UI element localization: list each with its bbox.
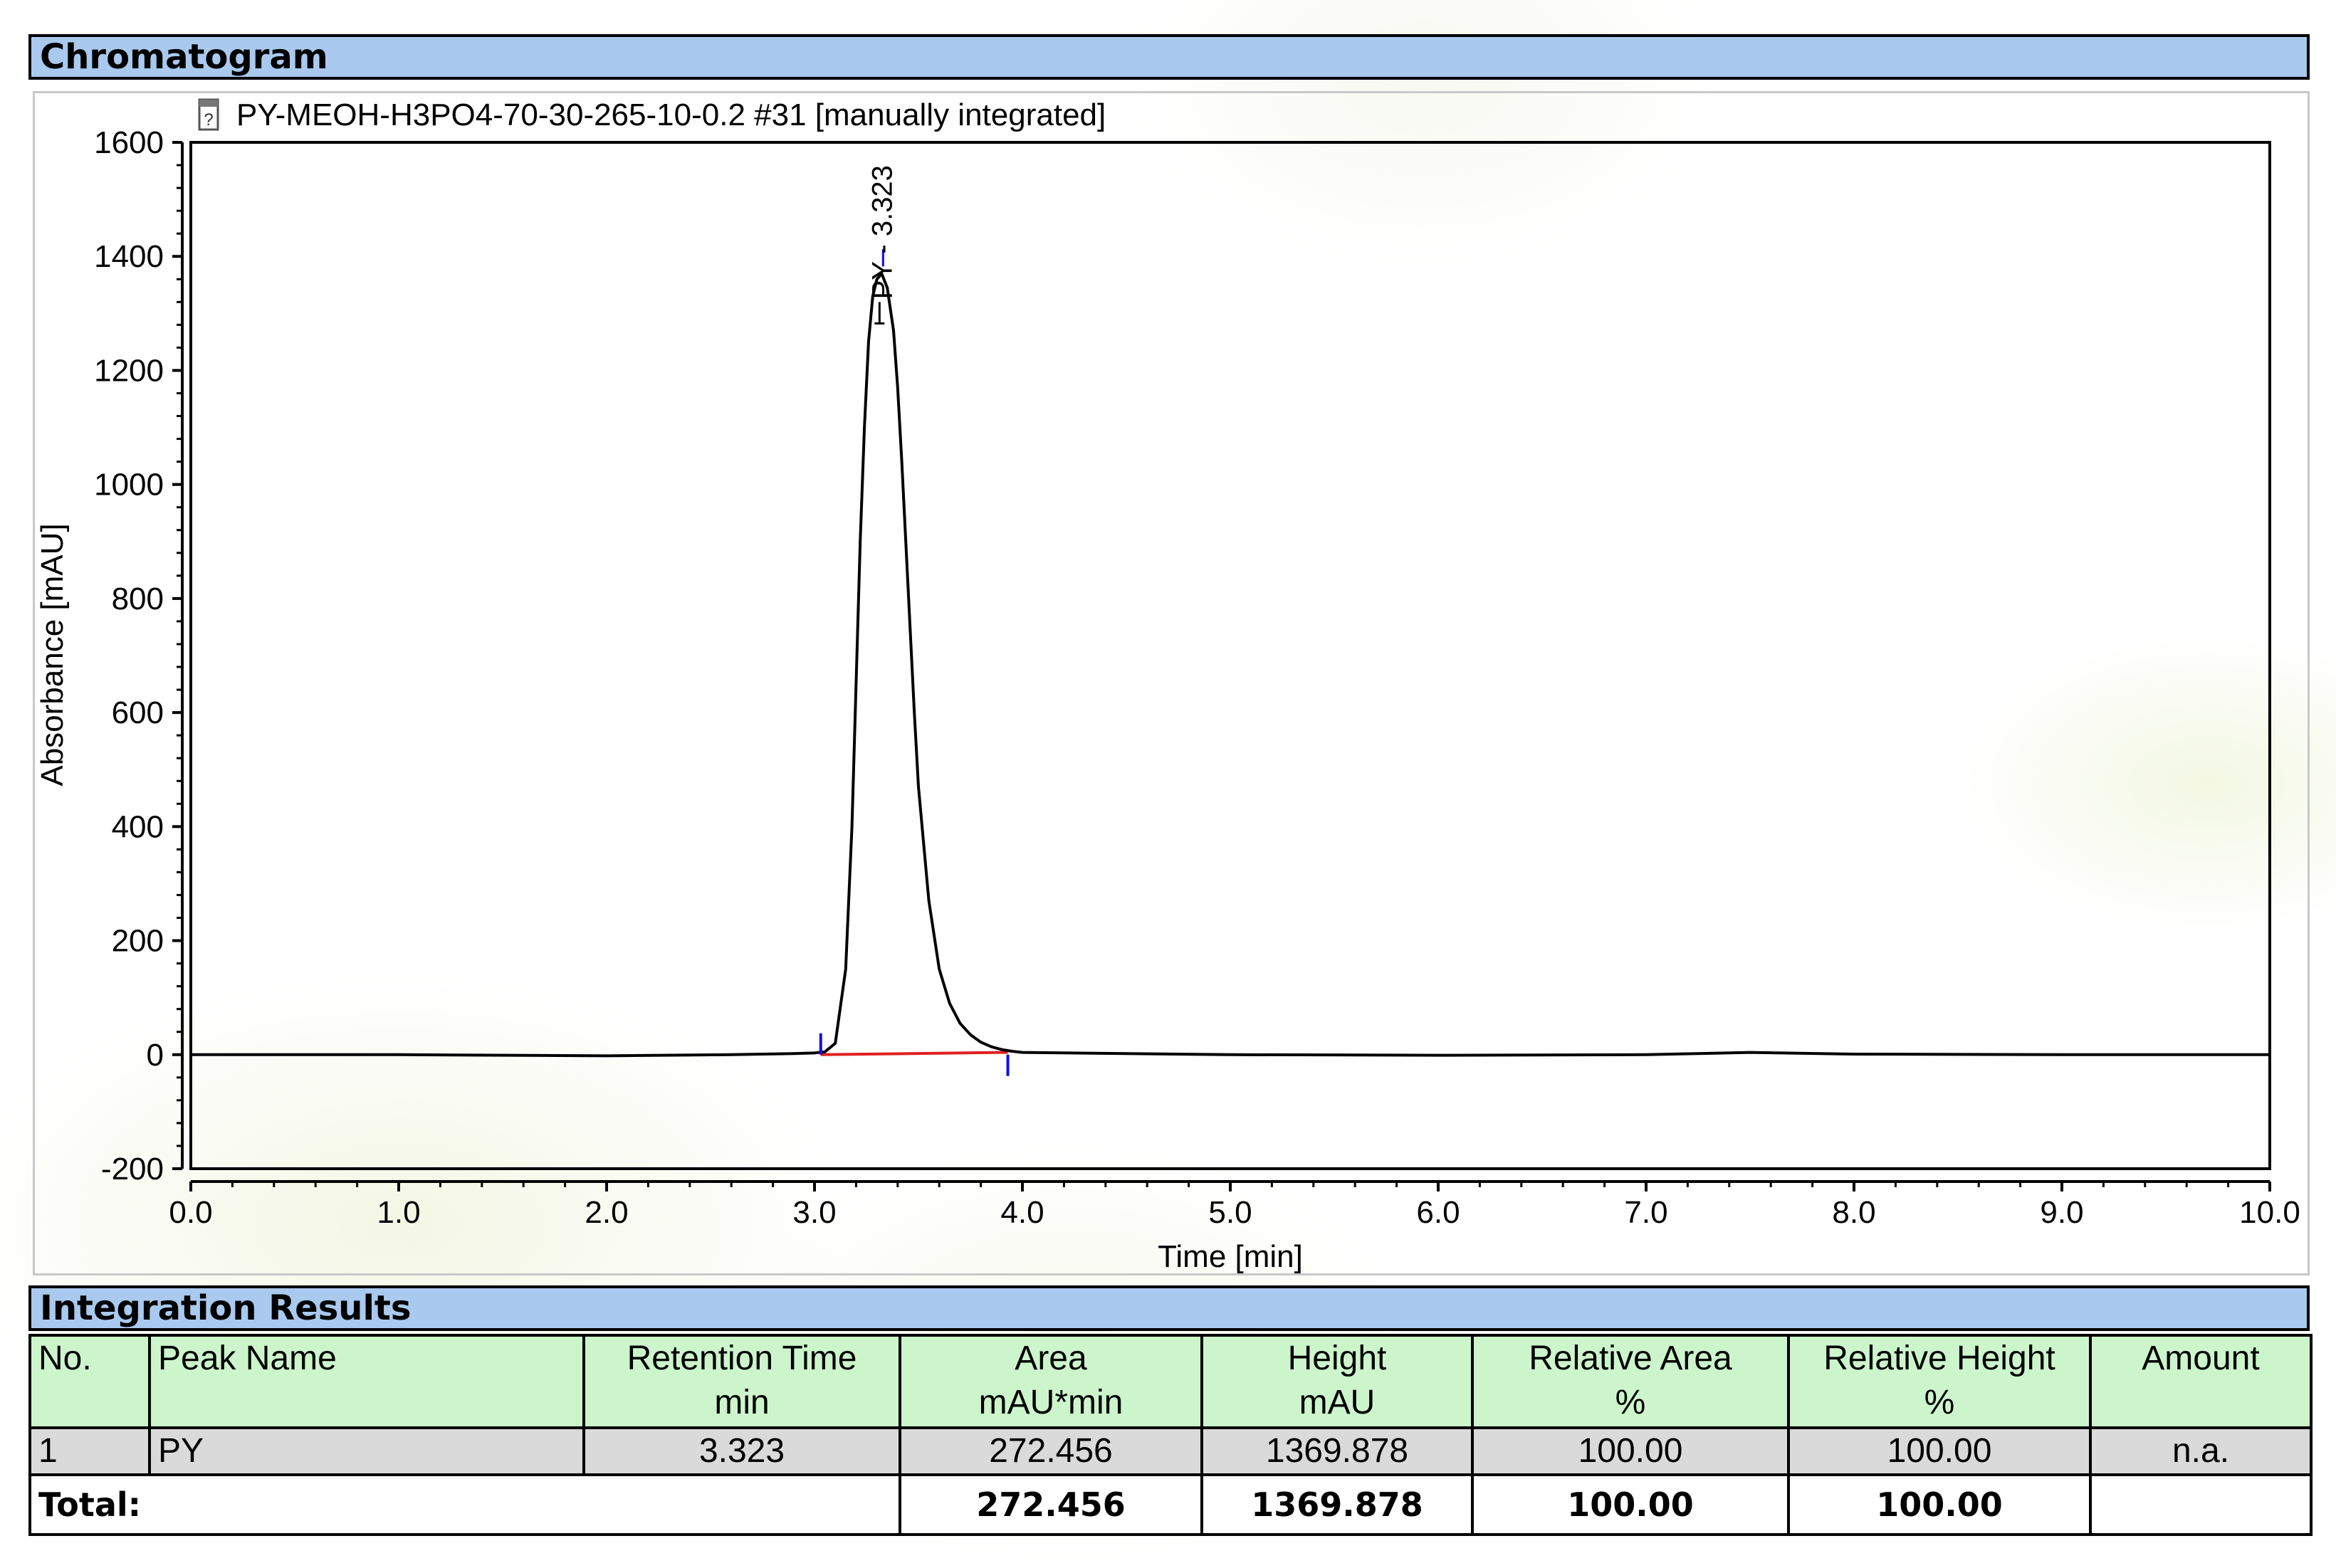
column-header-area: Area mAU*min	[899, 1334, 1203, 1429]
y-tick-label: 200	[112, 924, 164, 959]
peak-label: PY - 3.323	[866, 165, 898, 299]
cell-peak-name: PY	[148, 1426, 585, 1476]
x-axis-label: Time [min]	[1158, 1239, 1303, 1274]
chart-title: PY-MEOH-H3PO4-70-30-265-10-0.2 #31 [manu…	[236, 98, 1106, 132]
y-tick-label: 1000	[94, 468, 164, 503]
cell-no: 1	[28, 1426, 151, 1476]
total-relative-height: 100.00	[1787, 1473, 2092, 1536]
y-tick-label: 1200	[94, 353, 164, 388]
total-amount	[2089, 1473, 2313, 1536]
y-tick-label: -200	[101, 1152, 164, 1186]
x-tick-label: 5.0	[1208, 1195, 1252, 1230]
x-tick-label: 6.0	[1416, 1195, 1460, 1230]
y-tick-label: 1600	[94, 125, 164, 160]
svg-text:?: ?	[204, 110, 213, 130]
integration-baseline	[820, 1051, 1008, 1056]
column-header-no: No.	[28, 1334, 151, 1429]
x-tick-label: 1.0	[377, 1195, 420, 1230]
x-tick-label: 2.0	[585, 1195, 628, 1230]
cell-area: 272.456	[899, 1426, 1203, 1476]
integration-results-title: Integration Results	[40, 1288, 412, 1328]
x-tick-label: 8.0	[1832, 1195, 1875, 1230]
total-relative-area: 100.00	[1471, 1473, 1790, 1536]
cell-height: 1369.878	[1200, 1426, 1474, 1476]
column-header-relative-area: Relative Area%	[1471, 1334, 1790, 1429]
chart-frame	[33, 91, 2310, 1275]
column-header-amount: Amount	[2089, 1334, 2313, 1429]
chromatogram-section-header: Chromatogram	[28, 34, 2310, 80]
table-total-row: Total: 272.456 1369.878 100.00 100.00	[28, 1473, 2313, 1536]
y-axis-label: Absorbance [mAU]	[35, 523, 70, 786]
peak-label-leader	[874, 302, 885, 325]
y-tick-label: 800	[112, 582, 164, 616]
plot-area-border	[189, 141, 2271, 1170]
y-tick-label: 400	[112, 809, 164, 844]
chromatogram-chart: -200 0 200 400 600 800 1000 1200 1400 1600 0.0 1.0…	[35, 98, 2300, 1274]
integration-results-section-header: Integration Results	[28, 1285, 2310, 1331]
data-file-icon: ?	[198, 98, 219, 131]
column-header-relative-height: Relative Height%	[1787, 1334, 2092, 1429]
table-header-row: No. Peak Name Retention Time min Area mAU*…	[28, 1334, 2313, 1429]
x-tick-label: 9.0	[2040, 1195, 2083, 1230]
column-header-height: Height mAU	[1200, 1334, 1474, 1429]
x-tick-label: 7.0	[1624, 1195, 1667, 1230]
chromatogram-section-title: Chromatogram	[40, 37, 328, 77]
x-tick-label: 0.0	[169, 1195, 212, 1230]
x-tick-label: 4.0	[1000, 1195, 1044, 1230]
column-header-peak-name: Peak Name	[148, 1334, 585, 1429]
y-tick-label: 1400	[94, 239, 164, 274]
signal-trace	[191, 272, 2270, 1058]
table-row[interactable]: 1 PY 3.323 272.456 1369.878 100.00 100.0…	[28, 1426, 2313, 1476]
total-height: 1369.878	[1200, 1473, 1474, 1536]
cell-relative-area: 100.00	[1471, 1426, 1790, 1476]
y-tick-label: 0	[147, 1038, 164, 1073]
cell-relative-height: 100.00	[1787, 1426, 2092, 1476]
total-area: 272.456	[899, 1473, 1203, 1536]
cell-retention-time: 3.323	[582, 1426, 901, 1476]
cell-amount: n.a.	[2089, 1426, 2313, 1476]
total-label: Total:	[28, 1473, 901, 1536]
column-header-retention-time: Retention Time min	[582, 1334, 901, 1429]
integration-results-table: No. Peak Name Retention Time min Area mAU*…	[28, 1334, 2313, 1536]
x-tick-label: 3.0	[792, 1195, 836, 1230]
y-tick-label: 600	[112, 695, 164, 730]
x-tick-label: 10.0	[2239, 1195, 2300, 1230]
